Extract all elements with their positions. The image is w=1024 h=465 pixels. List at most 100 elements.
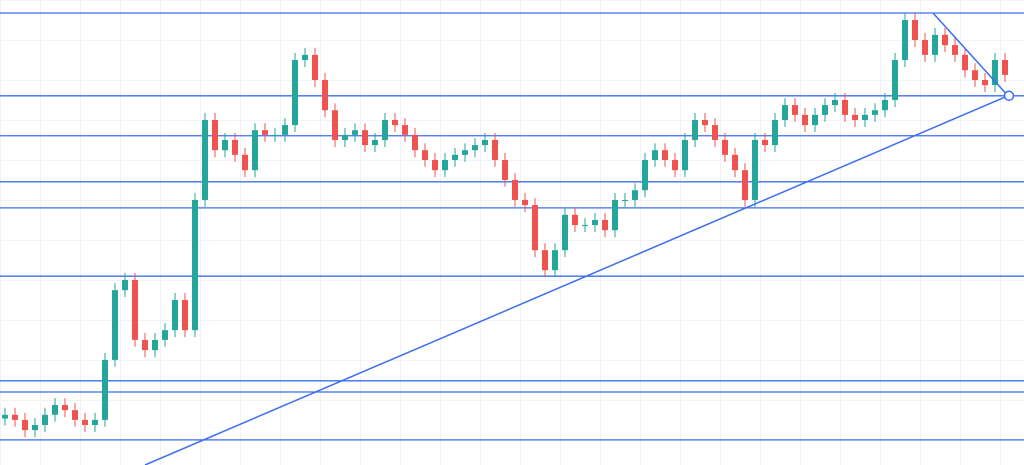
candle-body [582,225,588,227]
candle-body [212,119,218,151]
candle-body [162,330,168,340]
candle-body [622,199,628,201]
candle-body [982,79,988,86]
candle-body [302,54,308,60]
candle-body [632,190,638,200]
candle-body [32,425,38,431]
candle-body [662,150,668,160]
candle-body [382,119,388,140]
candle-body [682,139,688,171]
trend-line [144,95,1009,465]
candle-body [812,114,818,126]
candle-body [12,414,18,420]
candle-body [972,70,978,80]
candle-body [122,279,128,291]
candle-body [702,119,708,126]
candle-body [332,110,338,140]
candle-body [912,19,918,40]
candle-body [262,130,268,135]
candle-body [932,34,938,55]
candle-body [232,139,238,155]
candle-body [992,59,998,86]
candle-body [342,134,348,140]
candle-body [182,299,188,331]
candle-body [572,214,578,226]
candle-body [892,59,898,100]
candle-body [882,99,888,111]
candle-body [62,405,68,411]
candle-body [952,45,958,55]
candle-body [602,219,608,231]
candle-body [142,339,148,351]
candle-body [672,159,678,171]
candle-body [732,154,738,171]
candle-body [962,54,968,71]
candle-body [422,150,428,160]
candle-body [472,145,478,151]
candle-body [742,170,748,200]
candle-body [392,119,398,126]
candle-body [1002,59,1008,75]
candle-body [442,159,448,171]
candle-body [562,214,568,251]
candle-body [522,199,528,206]
candle-body [842,99,848,115]
candle-body [222,139,228,151]
candle-body [852,114,858,120]
candle-body [252,130,258,171]
candle-body [312,54,318,80]
candle-body [402,125,408,135]
candle-body [862,114,868,120]
candle-body [202,119,208,200]
candle-body [2,414,8,419]
candle-body [112,290,118,360]
candle-body [772,119,778,146]
candle-body [22,419,28,431]
candle-body [242,154,248,171]
candle-body [52,405,58,415]
candle-body [902,19,908,60]
candle-body [922,39,928,55]
candle-body [322,79,328,111]
candle-body [362,130,368,146]
candle-body [542,250,548,271]
candle-body [92,419,98,426]
candle-body [502,159,508,180]
candle-body [102,359,108,420]
candle-body [652,150,658,160]
candle-body [272,134,278,136]
candle-body [762,139,768,146]
candle-body [192,199,198,331]
candle-body [42,414,48,426]
trend-line [932,12,1009,97]
candle-body [872,110,878,115]
candle-body [462,150,468,155]
candle-body [432,159,438,171]
candle-body [352,130,358,135]
candle-body [792,105,798,115]
candle-body [612,199,618,231]
candle-body [802,114,808,126]
candle-body [722,139,728,155]
candle-body [82,419,88,426]
candle-body [372,139,378,146]
candle-body [452,154,458,160]
candle-body [492,139,498,160]
candle-body [712,125,718,140]
candle-body [642,159,648,191]
candle-body [172,299,178,331]
candle-body [512,179,518,200]
candle-body [292,59,298,126]
candle-body [532,205,538,251]
candle-body [72,410,78,420]
candle-body [282,125,288,135]
candle-body [592,219,598,226]
candle-body [752,139,758,200]
candle-body [692,119,698,140]
candle-body [942,34,948,46]
candle-body [482,139,488,146]
candle-body [412,134,418,151]
anchor-handle [1003,90,1015,102]
